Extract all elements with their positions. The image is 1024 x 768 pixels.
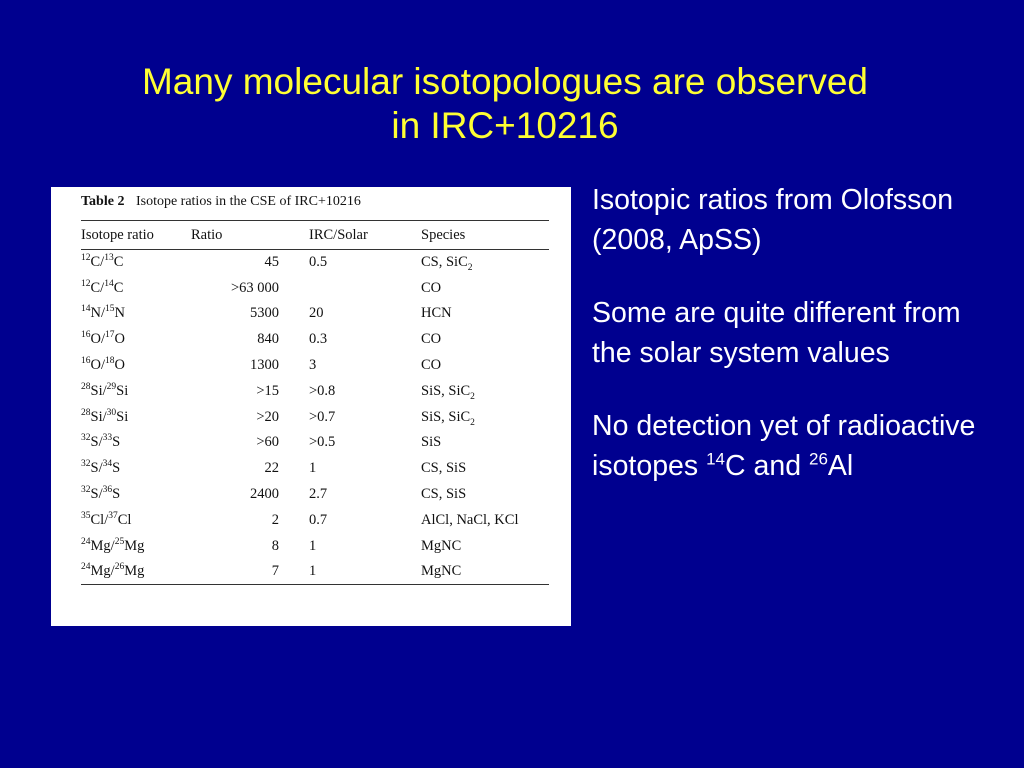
table-row: 16O/17O 840 0.3 CO bbox=[81, 327, 549, 353]
note-difference: Some are quite different from the solar … bbox=[592, 297, 961, 369]
note-radioactive-text-3: Al bbox=[827, 450, 854, 482]
table-row: 24Mg/26Mg 7 1 MgNC bbox=[81, 559, 549, 586]
cell-isotope-ratio: 16O/17O bbox=[81, 330, 125, 348]
table-header-row: Isotope ratio Ratio IRC/Solar Species bbox=[81, 220, 549, 250]
cell-isotope-ratio: 24Mg/25Mg bbox=[81, 536, 145, 554]
cell-isotope-ratio: 12C/13C bbox=[81, 253, 124, 271]
cell-ratio: >60 bbox=[256, 434, 279, 451]
isotope-ratio-table: Isotope ratio Ratio IRC/Solar Species 12… bbox=[81, 220, 549, 586]
cell-isotope-ratio: 32S/33S bbox=[81, 433, 121, 451]
cell-ratio: 22 bbox=[264, 460, 280, 477]
slide-title-line-1: Many molecular isotopologues are observe… bbox=[141, 61, 869, 102]
note-sup-14: 14 bbox=[706, 449, 725, 469]
slide-title-line-2: in IRC+10216 bbox=[391, 105, 619, 146]
table-row: 28Si/29Si >15 >0.8 SiS, SiC2 bbox=[81, 378, 549, 404]
cell-ratio: >20 bbox=[256, 408, 279, 425]
cell-ratio: 2 bbox=[271, 511, 279, 528]
cell-species: MgNC bbox=[421, 559, 549, 586]
cell-irc-solar: >0.7 bbox=[309, 408, 336, 425]
cell-irc-solar: 20 bbox=[309, 305, 324, 322]
cell-species: SiS, SiC2 bbox=[421, 408, 475, 428]
cell-ratio: 1300 bbox=[250, 357, 279, 374]
cell-species: CS, SiS bbox=[421, 460, 467, 477]
table-row: 24Mg/25Mg 8 1 MgNC bbox=[81, 533, 549, 559]
table-row: 35Cl/37Cl 2 0.7 AlCl, NaCl, KCl bbox=[81, 507, 549, 533]
cell-irc-solar: 1 bbox=[309, 537, 317, 554]
note-source: Isotopic ratios from Olofsson (2008, ApS… bbox=[592, 184, 954, 256]
cell-irc-solar: 1 bbox=[309, 460, 317, 477]
cell-isotope-ratio: 12C/14C bbox=[81, 278, 124, 296]
table-row: 12C/13C 45 0.5 CS, SiC2 bbox=[81, 250, 549, 276]
cell-ratio: 7 bbox=[191, 559, 309, 586]
table-label: Table 2 bbox=[81, 194, 125, 209]
table-row: 12C/14C >63 000 CO bbox=[81, 275, 549, 301]
table-row: 32S/33S >60 >0.5 SiS bbox=[81, 430, 549, 456]
table-row: 32S/34S 22 1 CS, SiS bbox=[81, 456, 549, 482]
cell-isotope-ratio: 28Si/30Si bbox=[81, 407, 129, 425]
header-species: Species bbox=[421, 220, 549, 250]
table-row: 32S/36S 2400 2.7 CS, SiS bbox=[81, 482, 549, 508]
isotope-table-figure: Table 2 Isotope ratios in the CSE of IRC… bbox=[51, 187, 571, 626]
cell-species: MgNC bbox=[421, 537, 462, 554]
cell-irc-solar bbox=[309, 275, 421, 301]
cell-irc-solar: >0.8 bbox=[309, 382, 336, 399]
cell-species: SiS bbox=[421, 434, 442, 451]
cell-species: AlCl, NaCl, KCl bbox=[421, 511, 519, 528]
cell-ratio: >15 bbox=[256, 382, 279, 399]
table-row: 28Si/30Si >20 >0.7 SiS, SiC2 bbox=[81, 404, 549, 430]
header-isotope-ratio: Isotope ratio bbox=[81, 220, 191, 250]
cell-isotope-ratio: 14N/15N bbox=[81, 304, 125, 322]
cell-isotope-ratio: 32S/34S bbox=[81, 459, 121, 477]
cell-species: HCN bbox=[421, 305, 452, 322]
cell-isotope-ratio: 32S/36S bbox=[81, 485, 121, 503]
note-radioactive: No detection yet of radioactive isotopes… bbox=[592, 406, 1002, 486]
note-sup-26: 26 bbox=[808, 449, 828, 469]
table-body: 12C/13C 45 0.5 CS, SiC2 12C/14C >63 000 CO 14N/… bbox=[81, 250, 549, 586]
cell-irc-solar: 0.7 bbox=[309, 511, 328, 528]
cell-species: SiS, SiC2 bbox=[421, 382, 475, 402]
table-caption-text: Isotope ratios in the CSE of IRC+10216 bbox=[135, 194, 361, 209]
cell-species: CS, SiC2 bbox=[421, 254, 473, 274]
cell-ratio: 2400 bbox=[250, 486, 279, 503]
note-radioactive-text-1: No detection yet of radioactive isotopes bbox=[592, 410, 976, 482]
cell-species: CO bbox=[421, 331, 442, 348]
cell-irc-solar: 3 bbox=[309, 357, 317, 374]
note-radioactive-text-2: C and bbox=[725, 450, 809, 482]
cell-species: CS, SiS bbox=[421, 486, 467, 503]
header-ratio: Ratio bbox=[191, 220, 309, 250]
cell-irc-solar: 0.3 bbox=[309, 331, 328, 348]
cell-irc-solar: 1 bbox=[309, 559, 421, 586]
cell-irc-solar: 0.5 bbox=[309, 254, 328, 271]
cell-ratio: 5300 bbox=[250, 305, 279, 322]
notes-panel: Isotopic ratios from Olofsson (2008, ApS… bbox=[592, 180, 1002, 519]
cell-isotope-ratio: 28Si/29Si bbox=[81, 382, 129, 399]
cell-species: CO bbox=[421, 357, 442, 374]
table-caption: Table 2 Isotope ratios in the CSE of IRC… bbox=[81, 192, 549, 212]
slide-title: Many molecular isotopologues are observe… bbox=[40, 60, 970, 148]
cell-ratio: >63 000 bbox=[230, 279, 279, 296]
cell-isotope-ratio: 16O/18O bbox=[81, 356, 125, 374]
header-irc-solar: IRC/Solar bbox=[309, 220, 421, 250]
cell-species: CO bbox=[421, 279, 442, 296]
cell-ratio: 840 bbox=[257, 331, 279, 348]
cell-isotope-ratio: 24Mg/26Mg bbox=[81, 559, 191, 586]
cell-isotope-ratio: 35Cl/37Cl bbox=[81, 511, 132, 528]
cell-irc-solar: >0.5 bbox=[309, 434, 336, 451]
cell-irc-solar: 2.7 bbox=[309, 486, 328, 503]
cell-ratio: 8 bbox=[271, 537, 279, 554]
cell-ratio: 45 bbox=[264, 254, 280, 271]
table-row: 14N/15N 5300 20 HCN bbox=[81, 301, 549, 327]
table-row: 16O/18O 1300 3 CO bbox=[81, 353, 549, 379]
